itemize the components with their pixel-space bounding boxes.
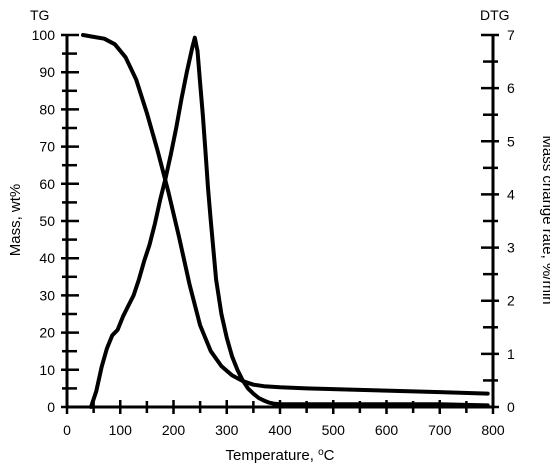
x-tick-label: 100 — [109, 422, 133, 438]
x-axis-unit-degree: o — [318, 447, 324, 458]
x-axis-title-text: Temperature, — [226, 447, 319, 464]
y-axis-right-title: Mass change rate, %/min — [539, 135, 550, 304]
dtg-series-line — [89, 35, 490, 409]
y-right-tick-label: 3 — [507, 240, 515, 256]
y-axis-left-title: Mass, wt% — [7, 184, 24, 257]
dtg-corner-label: DTG — [480, 7, 510, 23]
y-left-tick-label: 40 — [39, 250, 55, 266]
x-axis-unit-letter: C — [324, 447, 335, 464]
y-right-tick-label: 5 — [507, 133, 515, 149]
y-left-tick-label: 0 — [47, 399, 55, 415]
x-tick-label: 500 — [322, 422, 346, 438]
y-left-tick-label: 90 — [39, 64, 55, 80]
labels-layer: TG DTG Mass, wt% Mass change rate, %/min… — [7, 7, 550, 464]
y-left-tick-label: 30 — [39, 287, 55, 303]
tg-series-line — [81, 33, 490, 396]
x-tick-label: 800 — [481, 422, 505, 438]
y-right-tick-label: 2 — [507, 293, 515, 309]
x-axis-unit-superscript: oC — [318, 447, 335, 464]
series-layer — [81, 33, 490, 409]
axes: 0 100 200 300 400 500 600 700 800010203040506070… — [32, 27, 515, 438]
x-tick-label: 200 — [162, 422, 186, 438]
x-tick-label: 0 — [63, 422, 71, 438]
y-right-tick-label: 0 — [507, 399, 515, 415]
x-tick-label: 700 — [428, 422, 452, 438]
y-right-tick-label: 6 — [507, 80, 515, 96]
y-left-tick-label: 60 — [39, 176, 55, 192]
x-tick-label: 600 — [375, 422, 399, 438]
y-left-tick-label: 100 — [32, 27, 56, 43]
y-right-tick-label: 1 — [507, 346, 515, 362]
y-right-tick-label: 7 — [507, 27, 515, 43]
y-left-tick-label: 10 — [39, 362, 55, 378]
y-right-tick-label: 4 — [507, 186, 515, 202]
x-tick-label: 300 — [215, 422, 239, 438]
x-tick-label: 400 — [268, 422, 292, 438]
y-left-tick-label: 50 — [39, 213, 55, 229]
tg-corner-label: TG — [30, 7, 49, 23]
y-left-tick-label: 80 — [39, 101, 55, 117]
y-left-tick-label: 70 — [39, 139, 55, 155]
y-left-tick-label: 20 — [39, 325, 55, 341]
x-axis-title: Temperature, oC — [226, 447, 335, 464]
